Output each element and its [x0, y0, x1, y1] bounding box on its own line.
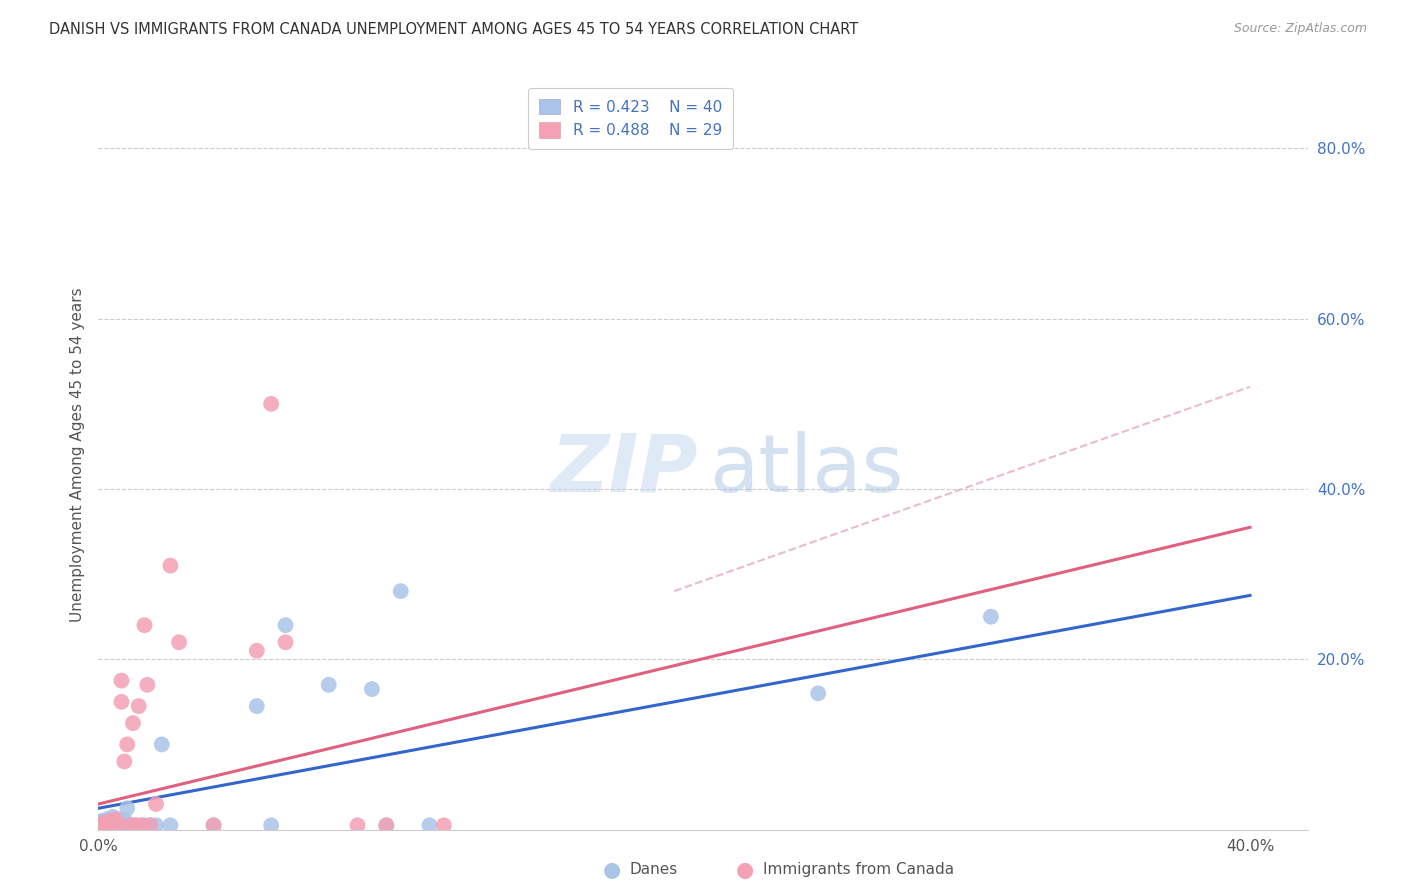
Point	[389, 584, 412, 599]
Point	[159, 558, 181, 573]
Point	[96, 813, 118, 827]
Point	[93, 815, 115, 830]
Point	[134, 818, 156, 832]
Point	[136, 678, 159, 692]
Point	[101, 815, 124, 830]
Point	[93, 814, 115, 828]
Point	[980, 609, 1002, 624]
Point	[90, 814, 112, 828]
Point	[90, 818, 112, 832]
Text: DANISH VS IMMIGRANTS FROM CANADA UNEMPLOYMENT AMONG AGES 45 TO 54 YEARS CORRELAT: DANISH VS IMMIGRANTS FROM CANADA UNEMPLO…	[49, 22, 859, 37]
Point	[110, 673, 132, 688]
Point	[375, 818, 398, 832]
Point	[96, 818, 118, 832]
Point	[98, 818, 121, 832]
Text: ●: ●	[603, 860, 620, 880]
Point	[115, 818, 138, 832]
Text: Source: ZipAtlas.com: Source: ZipAtlas.com	[1233, 22, 1367, 36]
Legend: R = 0.423    N = 40, R = 0.488    N = 29: R = 0.423 N = 40, R = 0.488 N = 29	[529, 88, 733, 149]
Point	[167, 635, 190, 649]
Point	[361, 681, 384, 696]
Point	[418, 818, 440, 832]
Point	[107, 813, 129, 827]
Text: ZIP: ZIP	[550, 431, 697, 509]
Point	[101, 814, 124, 828]
Point	[134, 618, 156, 632]
Point	[202, 818, 225, 832]
Point	[104, 814, 127, 828]
Point	[104, 818, 127, 832]
Point	[98, 814, 121, 828]
Point	[346, 818, 368, 832]
Point	[93, 818, 115, 832]
Point	[145, 818, 167, 832]
Point	[139, 818, 162, 832]
Point	[246, 699, 269, 714]
Text: Danes: Danes	[630, 863, 678, 877]
Point	[98, 814, 121, 828]
Point	[110, 818, 132, 832]
Point	[90, 818, 112, 832]
Point	[120, 818, 142, 832]
Point	[131, 818, 153, 832]
Point	[110, 695, 132, 709]
Point	[274, 635, 297, 649]
Point	[260, 818, 283, 832]
Point	[101, 818, 124, 832]
Point	[107, 818, 129, 832]
Point	[122, 716, 145, 731]
Point	[807, 686, 830, 700]
Point	[122, 818, 145, 832]
Point	[260, 397, 283, 411]
Text: atlas: atlas	[709, 431, 904, 509]
Point	[375, 818, 398, 832]
Point	[246, 644, 269, 658]
Point	[125, 818, 148, 832]
Point	[125, 818, 148, 832]
Point	[112, 813, 135, 827]
Point	[150, 738, 173, 752]
Point	[96, 818, 118, 832]
Point	[120, 818, 142, 832]
Point	[115, 738, 138, 752]
Point	[318, 678, 340, 692]
Y-axis label: Unemployment Among Ages 45 to 54 years: Unemployment Among Ages 45 to 54 years	[69, 287, 84, 623]
Point	[139, 818, 162, 832]
Point	[202, 818, 225, 832]
Point	[112, 818, 135, 832]
Point	[433, 818, 456, 832]
Text: ●: ●	[737, 860, 754, 880]
Point	[101, 810, 124, 824]
Text: Immigrants from Canada: Immigrants from Canada	[763, 863, 955, 877]
Point	[159, 818, 181, 832]
Point	[107, 818, 129, 832]
Point	[115, 801, 138, 815]
Point	[112, 755, 135, 769]
Point	[104, 813, 127, 827]
Point	[131, 818, 153, 832]
Point	[145, 797, 167, 811]
Point	[128, 699, 150, 714]
Point	[274, 618, 297, 632]
